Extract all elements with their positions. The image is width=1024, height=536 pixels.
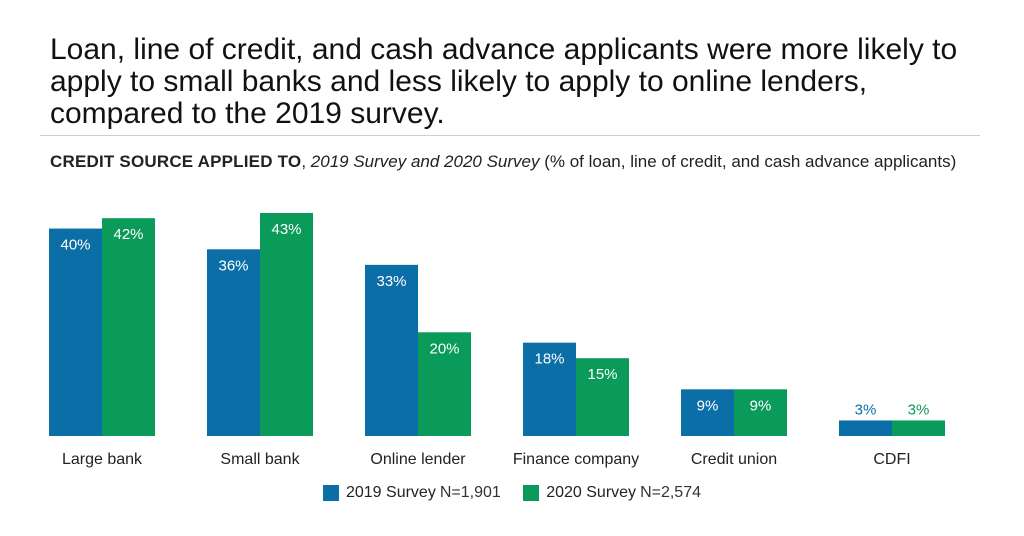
bar-cdfi-2020: [892, 420, 945, 436]
bar-large-bank-2020: [102, 218, 155, 436]
category-label-finance-company: Finance company: [513, 451, 639, 468]
bar-cdfi-2019: [839, 420, 892, 436]
bar-credit-union-2019: [681, 389, 734, 436]
chart-legend: 2019 Survey N=1,901 2020 Survey N=2,574: [0, 484, 1024, 506]
chart-headline: Loan, line of credit, and cash advance a…: [50, 33, 958, 130]
data-label-finance-company-2019: 18%: [534, 351, 564, 368]
subtitle-separator: ,: [301, 152, 311, 171]
legend-swatch-2020: [523, 485, 540, 501]
category-label-small-bank: Small bank: [220, 451, 300, 468]
data-label-online-lender-2019: 33%: [376, 273, 406, 290]
data-label-credit-union-2020: 9%: [750, 397, 772, 414]
data-label-credit-union-2019: 9%: [697, 397, 719, 414]
category-label-large-bank: Large bank: [62, 451, 143, 468]
subtitle-italic: 2019 Survey and 2020 Survey: [310, 152, 540, 171]
data-label-cdfi-2019: 3%: [855, 401, 877, 418]
data-label-large-bank-2019: 40%: [60, 237, 90, 254]
divider-rule: [40, 135, 980, 136]
bar-finance-company-2019: [523, 342, 576, 436]
subtitle-rest: (% of loan, line of credit, and cash adv…: [539, 152, 957, 171]
bar-online-lender-2019: [365, 264, 418, 436]
bar-credit-union-2020: [734, 389, 787, 436]
legend-label-2020: 2020 Survey: [546, 484, 637, 501]
bar-large-bank-2019: [49, 228, 102, 436]
data-label-small-bank-2019: 36%: [218, 257, 248, 274]
legend-label-2019: 2019 Survey: [345, 484, 436, 501]
data-label-finance-company-2020: 15%: [587, 366, 617, 383]
subtitle-bold: CREDIT SOURCE APPLIED TO: [50, 152, 302, 171]
bar-small-bank-2020: [260, 213, 313, 436]
data-label-cdfi-2020: 3%: [908, 401, 930, 418]
category-label-online-lender: Online lender: [370, 451, 466, 468]
data-label-online-lender-2020: 20%: [429, 340, 459, 357]
bar-finance-company-2020: [576, 358, 629, 436]
data-label-small-bank-2020: 43%: [271, 221, 301, 238]
category-label-cdfi: CDFI: [873, 451, 910, 468]
bar-small-bank-2019: [207, 249, 260, 436]
legend-swatch-2019: [322, 485, 339, 501]
legend-n-2020: N=2,574: [640, 484, 701, 501]
legend-item-2020: 2020 Survey N=2,574: [523, 484, 701, 502]
legend-item-2019: 2019 Survey N=1,901: [322, 484, 501, 502]
bar-online-lender-2020: [418, 332, 471, 436]
category-label-credit-union: Credit union: [691, 451, 777, 468]
data-label-large-bank-2020: 42%: [113, 226, 143, 243]
chart-subtitle: CREDIT SOURCE APPLIED TO, 2019 Survey an…: [50, 149, 980, 174]
legend-n-2019: N=1,901: [439, 484, 501, 501]
